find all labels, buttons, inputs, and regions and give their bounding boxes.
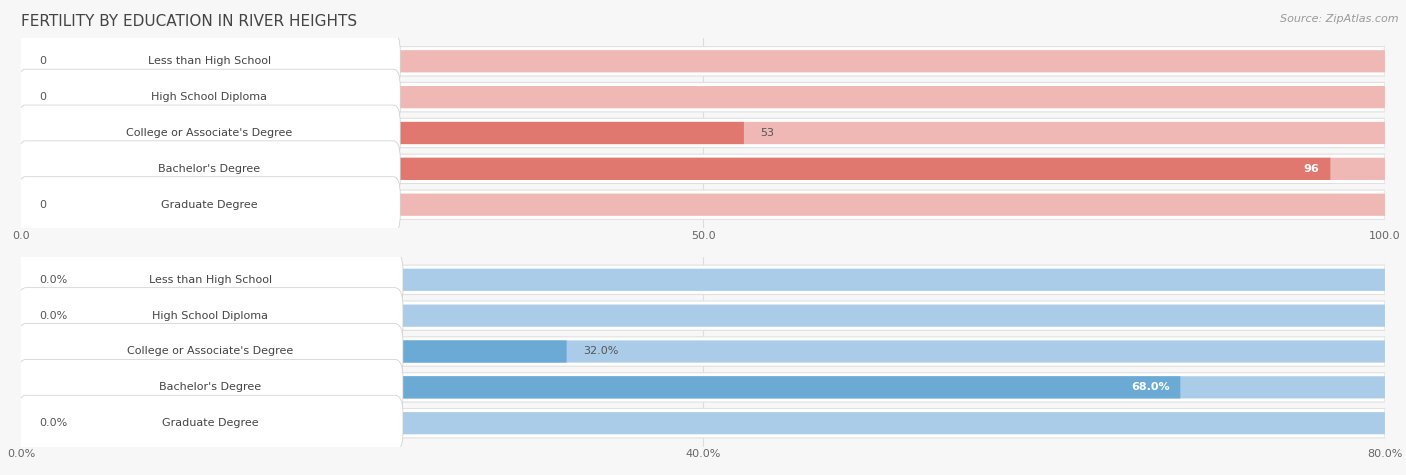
FancyBboxPatch shape xyxy=(21,376,1181,399)
FancyBboxPatch shape xyxy=(21,304,1385,327)
FancyBboxPatch shape xyxy=(18,395,404,451)
FancyBboxPatch shape xyxy=(21,269,1385,291)
Text: 0: 0 xyxy=(39,92,46,102)
FancyBboxPatch shape xyxy=(21,265,1385,294)
FancyBboxPatch shape xyxy=(21,122,1385,144)
Text: College or Associate's Degree: College or Associate's Degree xyxy=(127,128,292,138)
FancyBboxPatch shape xyxy=(21,47,1385,76)
FancyBboxPatch shape xyxy=(18,105,401,161)
Text: 0.0%: 0.0% xyxy=(39,275,67,285)
FancyBboxPatch shape xyxy=(21,341,567,362)
FancyBboxPatch shape xyxy=(18,360,404,415)
FancyBboxPatch shape xyxy=(18,323,404,380)
FancyBboxPatch shape xyxy=(21,190,1385,219)
FancyBboxPatch shape xyxy=(18,141,401,197)
Text: 96: 96 xyxy=(1303,164,1319,174)
FancyBboxPatch shape xyxy=(18,177,401,233)
FancyBboxPatch shape xyxy=(21,118,1385,148)
Text: 32.0%: 32.0% xyxy=(583,346,619,357)
FancyBboxPatch shape xyxy=(21,158,1385,180)
Text: Bachelor's Degree: Bachelor's Degree xyxy=(159,382,262,392)
FancyBboxPatch shape xyxy=(21,301,1385,330)
FancyBboxPatch shape xyxy=(21,194,1385,216)
FancyBboxPatch shape xyxy=(18,33,401,89)
FancyBboxPatch shape xyxy=(21,373,1385,402)
Text: 68.0%: 68.0% xyxy=(1130,382,1170,392)
Text: 0.0%: 0.0% xyxy=(39,418,67,428)
Text: Less than High School: Less than High School xyxy=(149,275,271,285)
Text: High School Diploma: High School Diploma xyxy=(152,311,269,321)
FancyBboxPatch shape xyxy=(21,337,1385,366)
FancyBboxPatch shape xyxy=(21,376,1385,399)
Text: FERTILITY BY EDUCATION IN RIVER HEIGHTS: FERTILITY BY EDUCATION IN RIVER HEIGHTS xyxy=(21,14,357,29)
Text: Graduate Degree: Graduate Degree xyxy=(160,200,257,209)
FancyBboxPatch shape xyxy=(21,86,1385,108)
FancyBboxPatch shape xyxy=(21,412,1385,434)
Text: 53: 53 xyxy=(761,128,775,138)
Text: Less than High School: Less than High School xyxy=(148,57,271,66)
Text: 0: 0 xyxy=(39,57,46,66)
Text: Graduate Degree: Graduate Degree xyxy=(162,418,259,428)
FancyBboxPatch shape xyxy=(18,288,404,343)
Text: 0: 0 xyxy=(39,200,46,209)
FancyBboxPatch shape xyxy=(21,158,1330,180)
FancyBboxPatch shape xyxy=(21,83,1385,112)
Text: 0.0%: 0.0% xyxy=(39,311,67,321)
FancyBboxPatch shape xyxy=(21,341,1385,362)
FancyBboxPatch shape xyxy=(21,408,1385,438)
Text: High School Diploma: High School Diploma xyxy=(152,92,267,102)
FancyBboxPatch shape xyxy=(21,50,1385,72)
FancyBboxPatch shape xyxy=(18,252,404,308)
Text: Source: ZipAtlas.com: Source: ZipAtlas.com xyxy=(1281,14,1399,24)
FancyBboxPatch shape xyxy=(21,154,1385,183)
Text: Bachelor's Degree: Bachelor's Degree xyxy=(159,164,260,174)
FancyBboxPatch shape xyxy=(21,122,744,144)
Text: College or Associate's Degree: College or Associate's Degree xyxy=(127,346,294,357)
FancyBboxPatch shape xyxy=(18,69,401,125)
